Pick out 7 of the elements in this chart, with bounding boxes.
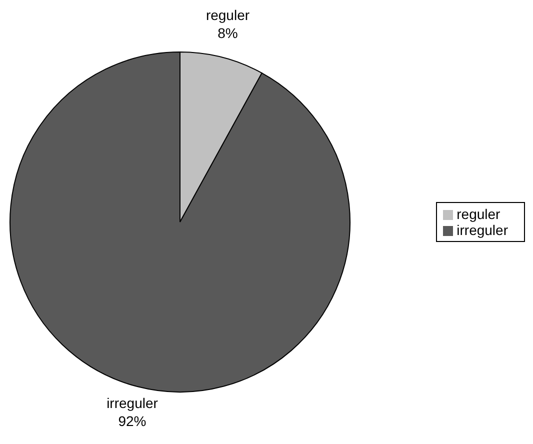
pie-slice [10, 52, 350, 392]
data-label: 8% [218, 25, 238, 42]
data-label: 92% [118, 412, 146, 429]
slice-label: reguler [206, 7, 250, 24]
legend-label: reguler [456, 206, 500, 222]
slice-label: irreguler [106, 394, 158, 411]
legend-label: irreguler [456, 222, 508, 238]
